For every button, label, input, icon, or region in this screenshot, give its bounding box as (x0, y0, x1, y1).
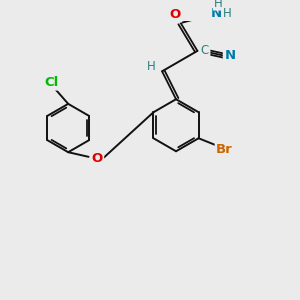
Text: Cl: Cl (44, 76, 58, 89)
Text: N: N (210, 7, 222, 20)
Text: O: O (169, 8, 181, 21)
Text: H: H (214, 0, 222, 10)
Text: H: H (147, 60, 155, 73)
Text: O: O (92, 152, 103, 165)
Text: C: C (201, 44, 209, 57)
Text: Br: Br (216, 143, 233, 156)
Text: N: N (224, 49, 236, 62)
Text: H: H (223, 7, 232, 20)
